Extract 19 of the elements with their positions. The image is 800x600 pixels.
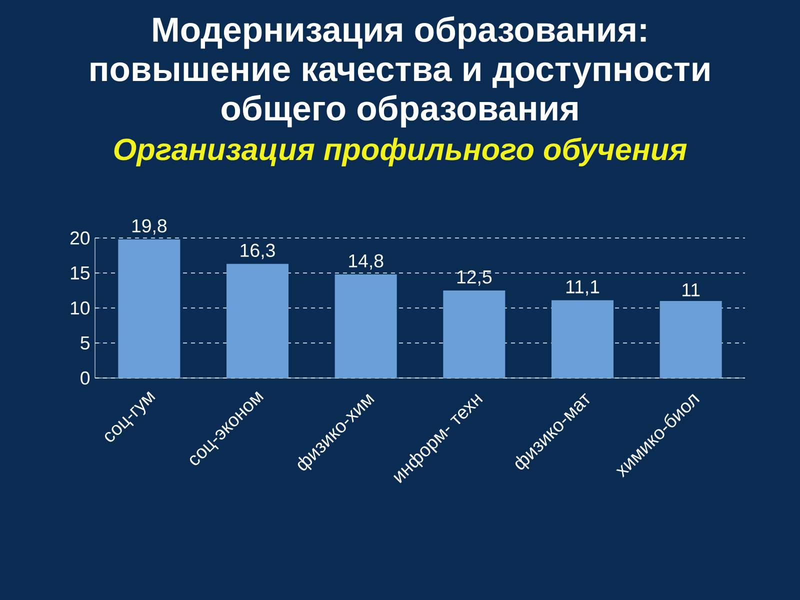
bar <box>226 264 289 378</box>
data-label: 14,8 <box>349 254 384 270</box>
y-tick-label: 20 <box>70 231 90 245</box>
chart-title: Модернизация образования: повышение качества и доступности общего образования <box>90 16 710 128</box>
bar <box>118 239 180 378</box>
data-label: 11,1 <box>566 280 600 296</box>
bar <box>443 290 506 378</box>
y-tick-label: 15 <box>70 266 90 280</box>
bar <box>552 300 614 378</box>
data-label: 19,8 <box>132 219 167 235</box>
y-tick-label: 0 <box>80 371 90 385</box>
bar <box>660 301 722 378</box>
y-tick-label: 10 <box>70 301 90 315</box>
bar <box>334 274 397 378</box>
data-label: 16,3 <box>240 244 275 260</box>
data-label: 12,5 <box>457 270 492 286</box>
y-tick-label: 5 <box>80 336 90 350</box>
chart-subtitle: Организация профильного обучения <box>114 137 687 166</box>
data-label: 11 <box>682 283 700 296</box>
